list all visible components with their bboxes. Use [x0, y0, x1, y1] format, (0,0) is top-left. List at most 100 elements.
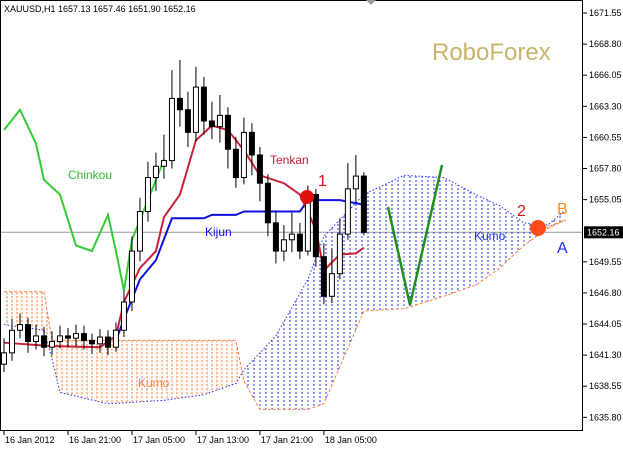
indicator-line	[3, 174, 565, 405]
candle-body	[216, 114, 223, 128]
y-tick-label: 1655.05	[589, 195, 622, 205]
kumo-layer	[0, 175, 583, 410]
candle-body	[168, 97, 175, 162]
y-tick-label: 1641.30	[589, 350, 622, 360]
kumo-fill	[499, 205, 524, 269]
candle-body	[64, 335, 71, 339]
annotation: 1	[318, 173, 327, 190]
plot-frame	[0, 0, 583, 431]
candle-body	[200, 86, 207, 122]
candle-body	[32, 335, 39, 343]
kumo-fill	[307, 236, 324, 410]
kumo-fill	[443, 177, 476, 297]
candle-body	[160, 160, 167, 167]
candle-body	[0, 352, 7, 365]
candle-body	[96, 336, 103, 345]
candle-body	[152, 165, 159, 179]
candle-body	[352, 175, 359, 190]
candle-body	[120, 301, 127, 331]
kumo-fill	[363, 175, 404, 312]
candle-body	[232, 148, 239, 179]
y-tick-label: 1635.80	[589, 412, 622, 422]
x-tick-label: 18 Jan 05:00	[325, 435, 377, 445]
candle-body	[72, 333, 79, 339]
watermark: RoboForex	[432, 39, 551, 66]
y-tick-label: 1644.05	[589, 319, 622, 329]
annotation: 2	[517, 203, 526, 220]
candle-body	[56, 335, 63, 343]
kumo-fill	[203, 340, 236, 395]
kumo-fill	[59, 340, 108, 404]
annotation: B	[557, 201, 568, 218]
candle-body	[280, 239, 287, 252]
shift-marker	[366, 0, 376, 5]
annotation: Tenkan	[270, 153, 309, 167]
kumo-fill	[323, 194, 364, 404]
y-tick-label: 1638.55	[589, 381, 622, 391]
annotation: Kumo	[474, 229, 506, 243]
candle-body	[248, 131, 255, 156]
y-tick-label: 1657.80	[589, 164, 622, 174]
y-tick-label: 1660.55	[589, 132, 622, 142]
candle-body	[128, 250, 135, 303]
candles-layer	[0, 59, 367, 373]
candle-body	[104, 336, 111, 348]
candle-body	[40, 335, 47, 348]
annotation: Kijun	[205, 225, 232, 239]
y-tick-label: 1649.55	[589, 257, 622, 267]
marker-dot	[300, 190, 314, 204]
candle-body	[264, 182, 271, 224]
kumo-fill	[547, 211, 564, 229]
candle-body	[328, 273, 335, 297]
candle-body	[176, 97, 183, 111]
kumo-fill	[243, 352, 260, 410]
candle-body	[24, 324, 31, 343]
candle-body	[240, 131, 247, 179]
candle-body	[88, 339, 95, 345]
annotation: A	[557, 240, 568, 257]
x-tick-label: 17 Jan 05:00	[133, 435, 185, 445]
kumo-fill	[51, 340, 60, 393]
candle-body	[344, 188, 351, 235]
x-tick-label: 16 Jan 21:00	[69, 435, 121, 445]
kumo-fill	[475, 194, 500, 286]
candle-body	[208, 120, 215, 128]
candle-body	[312, 194, 319, 258]
projection	[544, 219, 567, 229]
current-price-label: 1652.16	[587, 227, 620, 237]
x-tick-label: 16 Jan 2012	[5, 435, 55, 445]
kumo-fill	[163, 340, 204, 401]
marker-dot	[530, 220, 546, 236]
x-tick-label: 17 Jan 13:00	[197, 435, 249, 445]
candle-body	[360, 175, 367, 233]
kumo-fill	[259, 335, 276, 410]
kumo-fill	[275, 279, 308, 410]
annotation: Kumo	[138, 376, 170, 390]
annotation: Chinkou	[68, 168, 112, 182]
kumo-fill	[3, 291, 44, 331]
candle-body	[80, 333, 87, 341]
candle-body	[144, 177, 151, 212]
candle-body	[184, 109, 191, 133]
candle-body	[8, 329, 15, 354]
v-pattern-drawing	[386, 164, 444, 306]
candle-body	[48, 341, 55, 348]
candle-body	[136, 210, 143, 252]
candle-body	[224, 114, 231, 150]
candle-body	[288, 233, 295, 241]
chart-title: XAUUSD,H1 1657.13 1657.46 1651.90 1652.1…	[4, 4, 196, 14]
x-tick-label: 17 Jan 21:00	[261, 435, 313, 445]
y-tick-label: 1666.05	[589, 70, 622, 80]
y-tick-label: 1668.80	[589, 39, 622, 49]
candle-body	[16, 324, 23, 331]
candle-body	[112, 329, 119, 348]
candle-body	[320, 256, 327, 297]
current-price-box	[584, 226, 623, 239]
kumo-fill	[107, 340, 164, 404]
candle-body	[192, 86, 199, 133]
text-layer: Chinkou Tenkan Kijun Kumo Kumo 1 2 B A	[68, 153, 568, 390]
candle-body	[336, 233, 343, 275]
y-tick-label: 1671.55	[589, 8, 622, 18]
